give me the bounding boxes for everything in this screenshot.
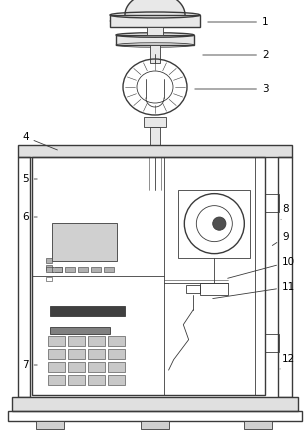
Bar [150,45,160,63]
Bar [108,375,125,385]
Text: 12: 12 [280,354,295,369]
Bar [32,157,265,395]
Bar [150,127,160,147]
Bar [88,349,105,359]
Bar [88,362,105,372]
Bar [78,267,88,272]
Bar [68,336,85,346]
Bar [91,267,101,272]
Bar [18,145,292,157]
Bar [52,267,62,272]
Bar [48,375,65,385]
Bar [88,336,105,346]
Bar [68,375,85,385]
Bar [52,223,117,261]
Bar [12,397,298,411]
Polygon shape [125,0,185,15]
Bar [48,362,65,372]
Bar [108,362,125,372]
Bar [244,421,272,429]
Bar [265,334,279,352]
Bar [46,277,52,281]
Text: 10: 10 [228,257,295,278]
Ellipse shape [110,19,200,23]
Bar [110,15,200,27]
Bar [108,336,125,346]
Bar [65,267,75,272]
Bar [144,117,166,127]
Text: 2: 2 [203,50,269,60]
Bar [141,421,169,429]
Text: 5: 5 [22,174,37,184]
Bar [50,328,110,334]
Circle shape [213,217,226,230]
Bar [178,190,250,257]
Bar [200,283,228,295]
Text: 7: 7 [22,360,37,370]
Text: 11: 11 [213,282,295,299]
Bar [186,285,200,293]
Text: 4: 4 [22,132,57,150]
Text: 9: 9 [272,232,289,245]
Bar [147,27,163,35]
Bar [88,375,105,385]
Bar [68,362,85,372]
Bar [48,349,65,359]
Text: 8: 8 [281,204,289,219]
Bar [18,157,30,397]
Text: 3: 3 [195,84,269,94]
Bar [46,258,52,263]
Bar [8,411,302,421]
Bar [36,421,64,429]
Bar [46,267,53,272]
Bar [116,35,194,45]
Bar [104,267,114,272]
Bar [278,157,292,397]
Bar [50,307,125,316]
Bar [46,265,52,270]
Text: 1: 1 [208,17,269,27]
Bar [108,349,125,359]
Bar [265,194,279,212]
Bar [55,267,62,272]
Bar [48,336,65,346]
Text: 6: 6 [22,212,37,222]
Bar [68,349,85,359]
